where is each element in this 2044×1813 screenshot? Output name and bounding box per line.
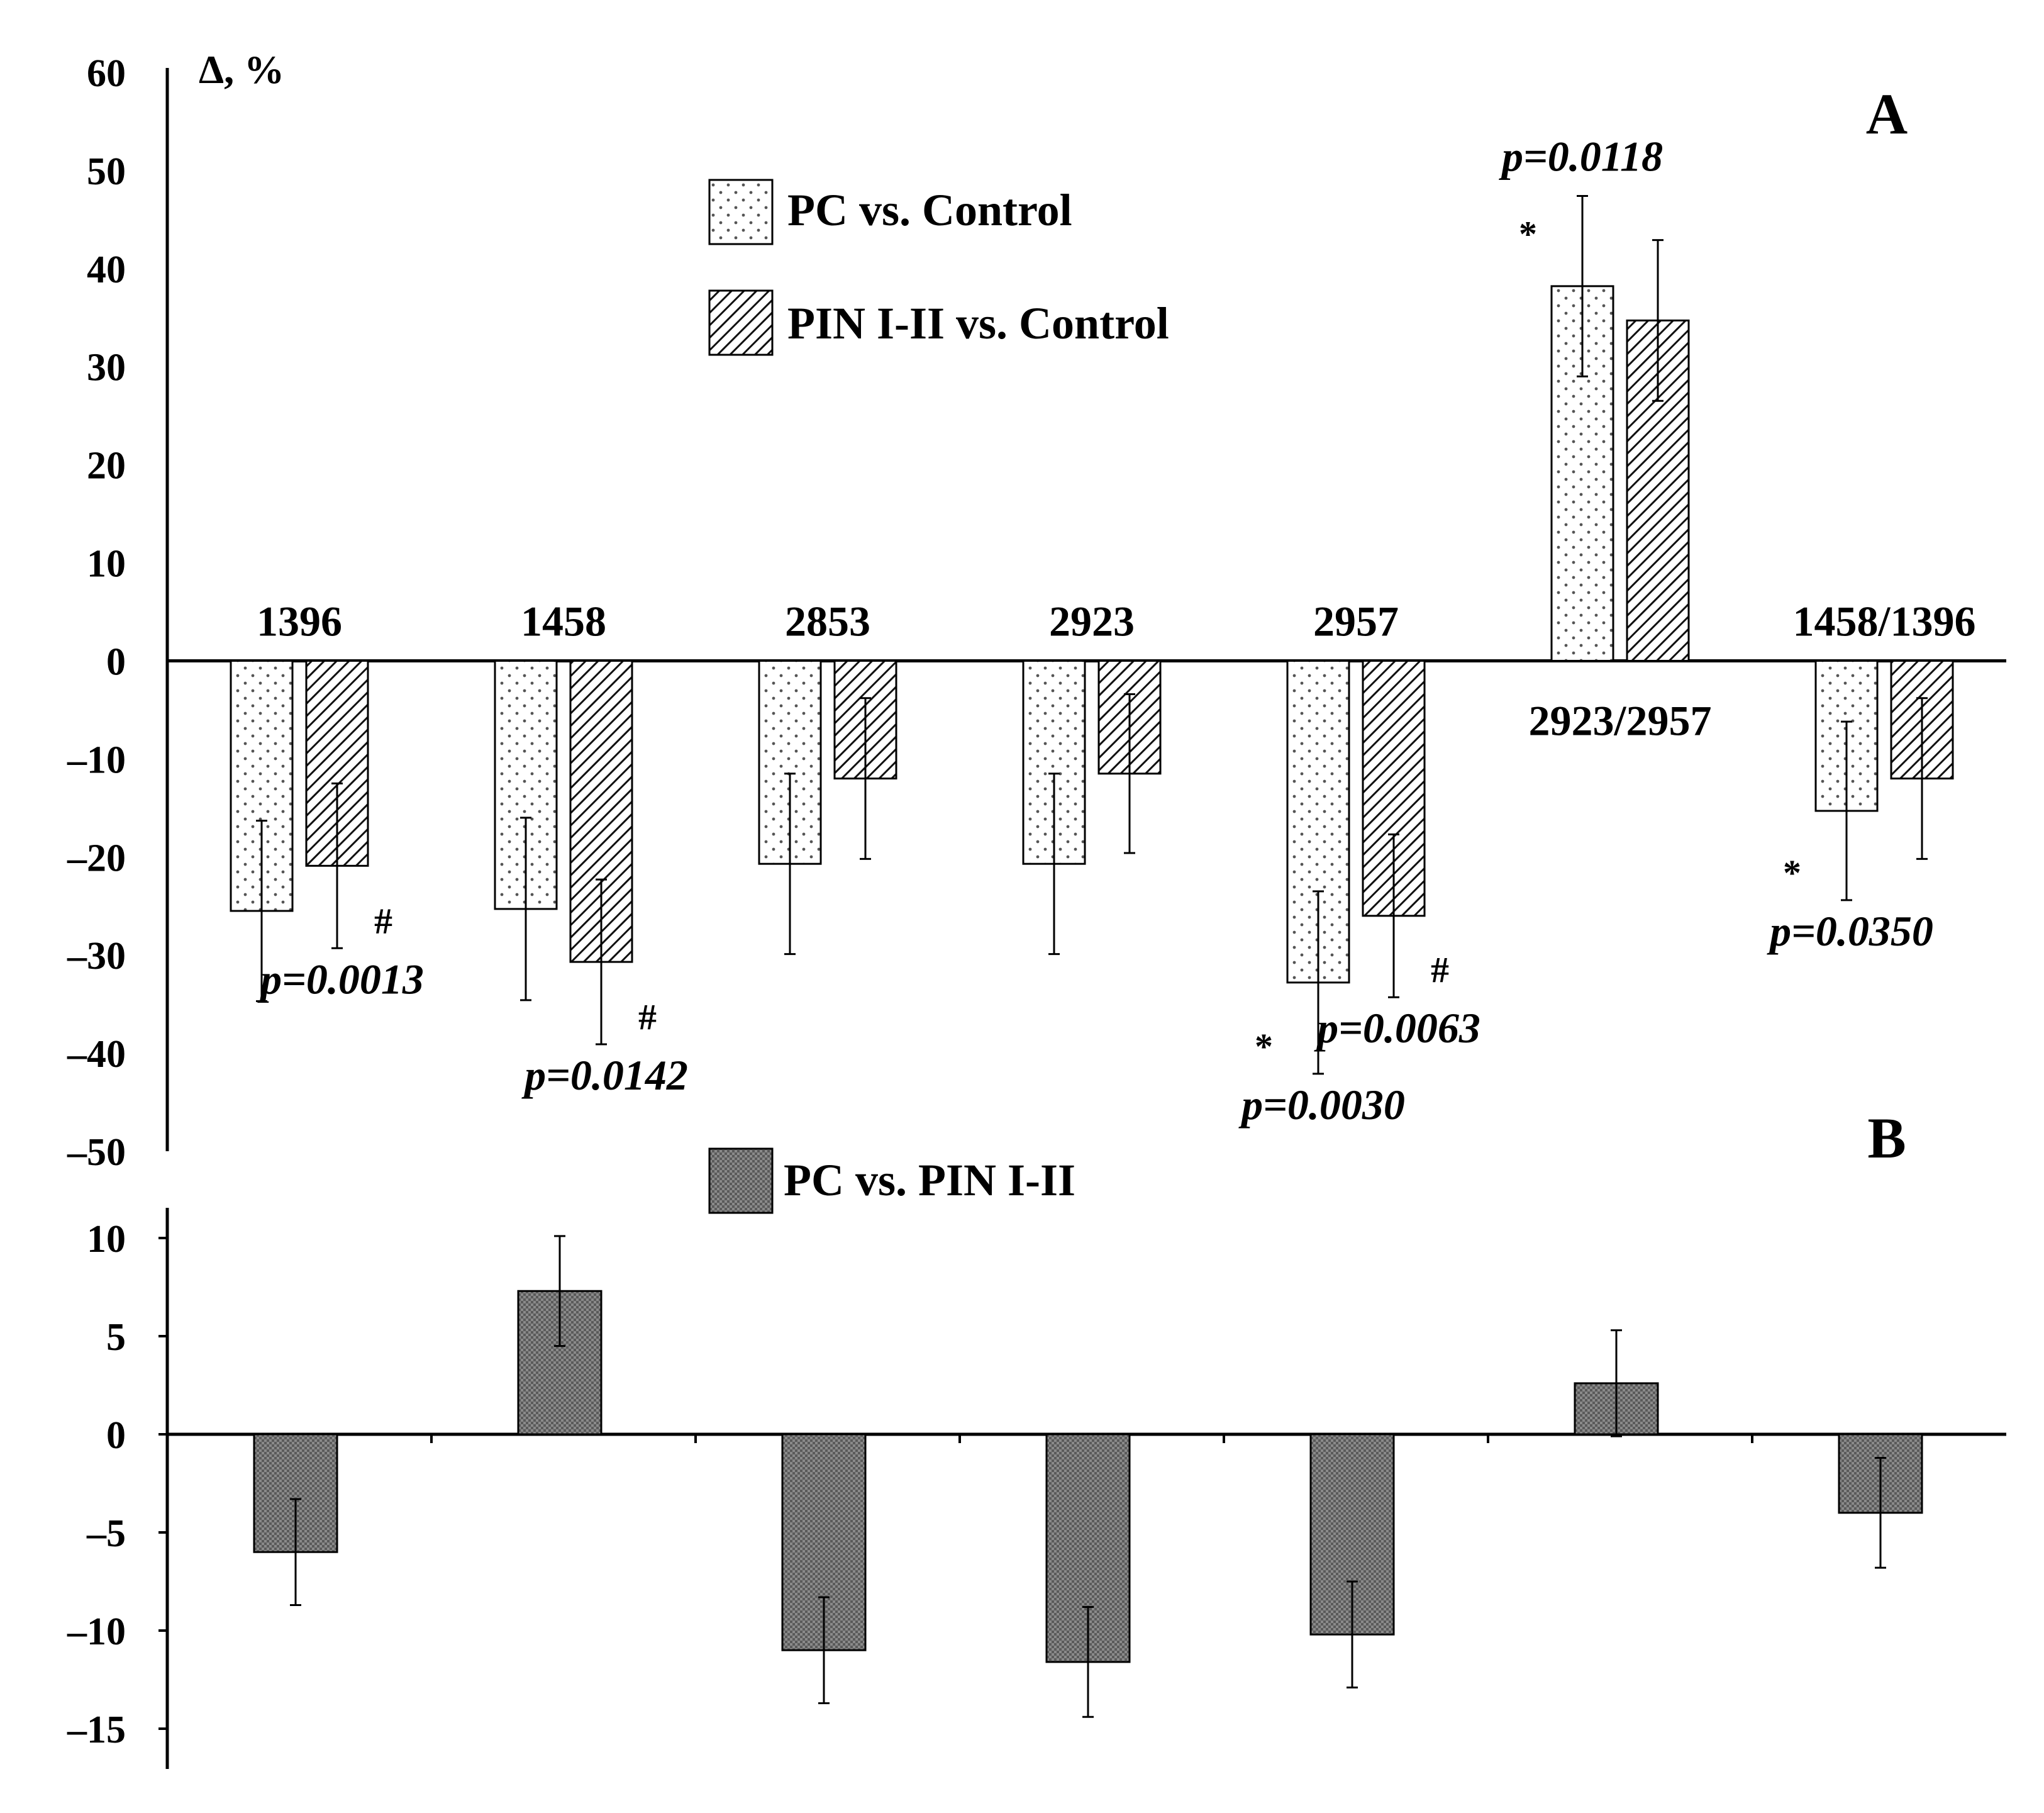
y-tick-label-a: –30 [67, 935, 126, 978]
y-tick-label-a: –50 [67, 1131, 126, 1174]
y-tick-label-b: –15 [67, 1709, 126, 1751]
p-value-label: p=0.0350 [1767, 907, 1933, 955]
bar-pc-vs-control [1022, 659, 1086, 865]
category-label: 2853 [785, 597, 870, 645]
y-tick-label-a: 40 [87, 248, 126, 291]
panel-b-label: B [1867, 1106, 1906, 1170]
y-tick-label-b: 10 [87, 1218, 126, 1261]
significance-hash: # [1431, 949, 1449, 990]
y-tick-label-a: –10 [67, 739, 126, 781]
legend-panel-a: PC vs. Control PIN I-II vs. Control [708, 179, 1169, 356]
category-label: 2923/2957 [1529, 696, 1712, 744]
y-tick-label-a: –40 [67, 1033, 126, 1076]
bar-pin-vs-control [1362, 659, 1426, 917]
panel-b-plot: 10 5 0 –5 –10 –15 [67, 1208, 2006, 1769]
legend-label-pc-vs-pin: PC vs. PIN I-II [784, 1155, 1075, 1205]
y-tick-label-a: 0 [106, 640, 126, 683]
legend-label-pc-vs-control: PC vs. Control [787, 185, 1072, 235]
legend-label-pin-vs-control: PIN I-II vs. Control [787, 298, 1169, 349]
significance-star: * [1255, 1026, 1273, 1067]
y-tick-label-b: 5 [106, 1316, 126, 1359]
y-tick-label-a: 20 [87, 445, 126, 488]
legend-swatch-pc-vs-pin [708, 1147, 774, 1214]
p-value-label: p=0.0118 [1499, 132, 1663, 180]
p-value-label: p=0.0030 [1238, 1081, 1405, 1129]
significance-hash: # [374, 900, 392, 941]
y-tick-label-b: –5 [86, 1512, 126, 1555]
category-label: 2957 [1313, 597, 1399, 645]
y-tick-label-a: 50 [87, 150, 126, 193]
panel-a-plot: 60 50 40 30 20 10 0 –10 –20 –30 –40 –50 1396 # p=0.001… [67, 52, 2006, 1174]
y-tick-label-a: –20 [67, 837, 126, 879]
y-axis-label: Δ, % [199, 47, 284, 92]
category-label: 1396 [257, 597, 342, 645]
legend-swatch-pin-vs-control [708, 289, 774, 356]
category-label: 2923 [1049, 597, 1135, 645]
p-value-label: p=0.0013 [257, 955, 424, 1003]
y-tick-label-b: 0 [106, 1414, 126, 1457]
category-label: 1458/1396 [1793, 597, 1976, 645]
significance-star: * [1519, 213, 1537, 254]
p-value-label: p=0.0063 [1314, 1004, 1480, 1052]
panel-a-label: A [1866, 82, 1908, 146]
significance-star: * [1783, 852, 1801, 893]
legend-swatch-pc-vs-control [708, 179, 774, 245]
p-value-label: p=0.0142 [521, 1051, 688, 1099]
category-label: 1458 [521, 597, 606, 645]
legend-panel-b: PC vs. PIN I-II [708, 1147, 1075, 1214]
y-tick-label-a: 30 [87, 347, 126, 389]
y-tick-label-a: 10 [87, 543, 126, 586]
y-tick-label-b: –10 [67, 1610, 126, 1653]
significance-hash: # [638, 996, 657, 1037]
y-tick-label-a: 60 [87, 52, 126, 95]
